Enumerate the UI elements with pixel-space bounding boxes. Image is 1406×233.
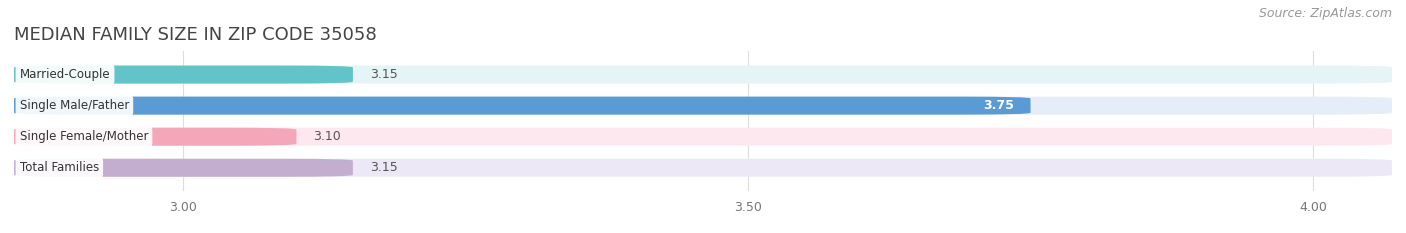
Text: 3.15: 3.15: [370, 161, 398, 174]
Text: 3.10: 3.10: [314, 130, 342, 143]
FancyBboxPatch shape: [14, 97, 1392, 115]
FancyBboxPatch shape: [14, 97, 1031, 115]
FancyBboxPatch shape: [14, 159, 353, 177]
Text: Single Male/Father: Single Male/Father: [20, 99, 129, 112]
Text: Single Female/Mother: Single Female/Mother: [20, 130, 148, 143]
FancyBboxPatch shape: [14, 128, 297, 146]
Text: Source: ZipAtlas.com: Source: ZipAtlas.com: [1258, 7, 1392, 20]
FancyBboxPatch shape: [14, 128, 1392, 146]
Text: Married-Couple: Married-Couple: [20, 68, 110, 81]
FancyBboxPatch shape: [14, 65, 1392, 84]
FancyBboxPatch shape: [14, 65, 353, 84]
Text: MEDIAN FAMILY SIZE IN ZIP CODE 35058: MEDIAN FAMILY SIZE IN ZIP CODE 35058: [14, 26, 377, 44]
Text: 3.75: 3.75: [983, 99, 1014, 112]
Text: Total Families: Total Families: [20, 161, 98, 174]
Text: 3.15: 3.15: [370, 68, 398, 81]
FancyBboxPatch shape: [14, 159, 1392, 177]
